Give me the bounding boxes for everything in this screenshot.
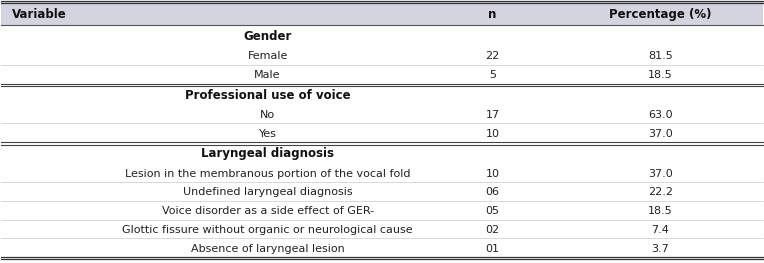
Text: 10: 10 xyxy=(486,169,500,179)
Text: 63.0: 63.0 xyxy=(648,110,672,120)
Text: 5: 5 xyxy=(489,70,496,80)
Text: 81.5: 81.5 xyxy=(648,52,673,62)
Text: 17: 17 xyxy=(485,110,500,120)
Text: 05: 05 xyxy=(486,206,500,216)
Text: 18.5: 18.5 xyxy=(648,206,673,216)
Text: 22.2: 22.2 xyxy=(648,187,673,197)
Text: Professional use of voice: Professional use of voice xyxy=(185,89,351,102)
Text: Undefined laryngeal diagnosis: Undefined laryngeal diagnosis xyxy=(183,187,352,197)
Text: No: No xyxy=(260,110,275,120)
Text: Percentage (%): Percentage (%) xyxy=(609,8,711,21)
Text: Yes: Yes xyxy=(259,129,277,139)
Text: 37.0: 37.0 xyxy=(648,169,673,179)
Text: Lesion in the membranous portion of the vocal fold: Lesion in the membranous portion of the … xyxy=(125,169,410,179)
Text: Gender: Gender xyxy=(244,30,292,43)
Text: 7.4: 7.4 xyxy=(652,225,669,235)
Bar xyxy=(1,1,763,25)
Text: Male: Male xyxy=(254,70,281,80)
Text: n: n xyxy=(488,8,497,21)
Text: Voice disorder as a side effect of GER-: Voice disorder as a side effect of GER- xyxy=(161,206,374,216)
Text: 10: 10 xyxy=(486,129,500,139)
Text: Female: Female xyxy=(248,52,288,62)
Text: 3.7: 3.7 xyxy=(652,244,669,254)
Text: Variable: Variable xyxy=(12,8,67,21)
Text: 37.0: 37.0 xyxy=(648,129,673,139)
Text: 22: 22 xyxy=(485,52,500,62)
Text: Absence of laryngeal lesion: Absence of laryngeal lesion xyxy=(191,244,345,254)
Text: 02: 02 xyxy=(485,225,500,235)
Text: 18.5: 18.5 xyxy=(648,70,673,80)
Text: 01: 01 xyxy=(486,244,500,254)
Text: Glottic fissure without organic or neurological cause: Glottic fissure without organic or neuro… xyxy=(122,225,413,235)
Text: Laryngeal diagnosis: Laryngeal diagnosis xyxy=(201,147,334,160)
Text: 06: 06 xyxy=(486,187,500,197)
